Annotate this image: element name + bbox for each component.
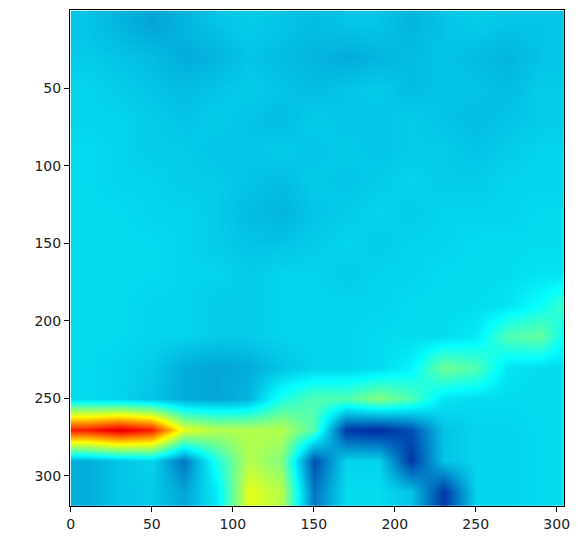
svg-text:300: 300 [543, 516, 570, 532]
svg-text:200: 200 [381, 516, 408, 532]
svg-text:0: 0 [66, 516, 75, 532]
svg-text:200: 200 [34, 313, 61, 329]
svg-text:50: 50 [43, 80, 61, 96]
svg-text:300: 300 [34, 468, 61, 484]
svg-text:150: 150 [300, 516, 327, 532]
svg-text:100: 100 [34, 158, 61, 174]
svg-text:150: 150 [34, 235, 61, 251]
svg-text:250: 250 [462, 516, 489, 532]
svg-text:100: 100 [219, 516, 246, 532]
svg-text:50: 50 [143, 516, 161, 532]
svg-text:250: 250 [34, 390, 61, 406]
